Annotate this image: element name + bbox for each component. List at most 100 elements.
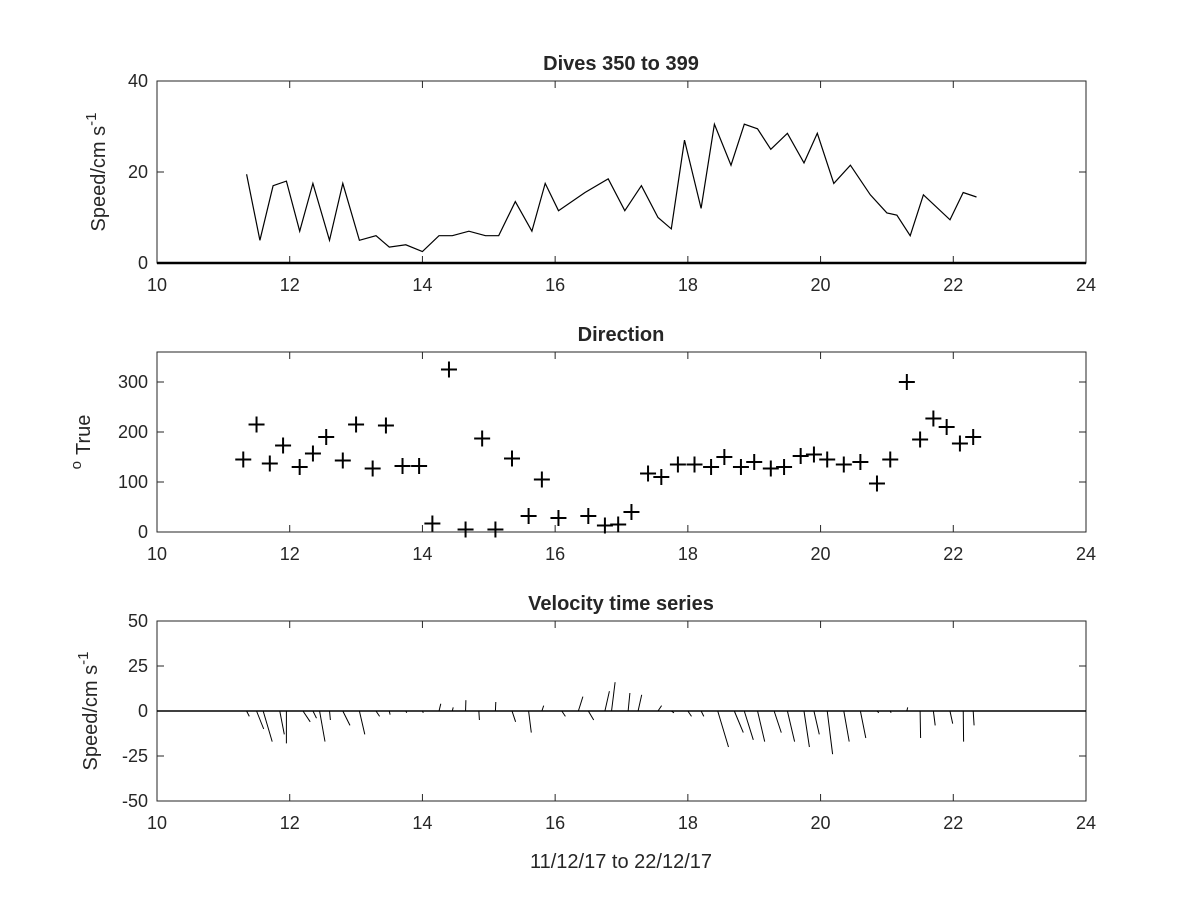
- velocity-y-tick-label-0: -50: [122, 791, 148, 811]
- velocity-x-tick-label-6: 22: [943, 813, 963, 833]
- velocity-vector-1: [256, 710, 265, 730]
- velocity-vector-43: [843, 710, 850, 742]
- direction-y-tick-label-0: 0: [138, 522, 148, 542]
- velocity-vector-32: [687, 710, 692, 717]
- velocity-x-tick-label-5: 20: [811, 813, 831, 833]
- direction-point-12: [411, 458, 428, 474]
- direction-point-11: [394, 458, 411, 474]
- direction-point-0: [235, 451, 252, 468]
- speed-x-tick-label-2: 14: [412, 275, 432, 295]
- velocity-vector-28: [627, 692, 631, 712]
- direction-point-4: [291, 459, 308, 475]
- speed-chart-title: Dives 350 to 399: [543, 53, 699, 75]
- velocity-vector-50: [949, 710, 954, 724]
- velocity-y-tick-label-3: 25: [128, 656, 148, 676]
- direction-point-36: [792, 448, 809, 464]
- velocity-vector-36: [743, 710, 754, 740]
- direction-x-tick-label-2: 14: [412, 544, 432, 564]
- velocity-vector-3: [279, 710, 285, 735]
- velocity-vector-24: [577, 696, 584, 712]
- direction-point-28: [669, 456, 686, 473]
- velocity-x-tick-label-2: 14: [412, 813, 432, 833]
- velocity-panel: Velocity time series Speed/cm s-1 11/12/…: [75, 593, 1096, 873]
- velocity-vector-23: [561, 710, 566, 717]
- direction-point-30: [703, 459, 720, 475]
- direction-point-41: [868, 475, 885, 492]
- speed-axes-box: [156, 80, 1087, 264]
- speed-y-tick-label-0: 0: [138, 253, 148, 273]
- direction-x-tick-label-0: 10: [147, 544, 167, 564]
- direction-x-tick-label-1: 12: [280, 544, 300, 564]
- velocity-vector-0: [246, 710, 250, 717]
- speed-x-tick-label-7: 24: [1076, 275, 1096, 295]
- velocity-vector-44: [859, 710, 867, 739]
- direction-point-17: [487, 521, 504, 538]
- velocity-x-tick-label-1: 12: [280, 813, 300, 833]
- velocity-vector-46: [889, 710, 892, 714]
- direction-point-45: [925, 410, 942, 427]
- velocity-vector-33: [700, 710, 705, 717]
- direction-point-13: [424, 515, 441, 532]
- direction-point-37: [805, 446, 822, 463]
- direction-x-tick-label-6: 22: [943, 544, 963, 564]
- direction-point-47: [951, 435, 968, 452]
- direction-point-16: [474, 430, 491, 447]
- direction-point-3: [275, 437, 292, 454]
- velocity-x-axis-label: 11/12/17 to 22/12/17: [530, 851, 712, 873]
- direction-chart-title: Direction: [578, 324, 665, 346]
- direction-y-tick-label-1: 100: [118, 472, 148, 492]
- speed-x-tick-label-3: 16: [545, 275, 565, 295]
- direction-point-9: [364, 460, 381, 477]
- direction-point-1: [248, 416, 265, 433]
- direction-point-2: [261, 455, 278, 472]
- velocity-vector-52: [972, 710, 975, 726]
- velocity-vector-15: [438, 703, 442, 712]
- velocity-x-tick-label-7: 24: [1076, 813, 1096, 833]
- speed-y-axis-label: Speed/cm s-1: [83, 113, 110, 232]
- direction-point-35: [776, 459, 793, 475]
- velocity-vector-26: [604, 691, 610, 712]
- speed-x-tick-label-4: 18: [678, 275, 698, 295]
- direction-y-axis-label: oTrue: [68, 415, 95, 470]
- velocity-vector-9: [342, 710, 351, 726]
- velocity-vector-21: [528, 710, 532, 733]
- direction-point-48: [965, 429, 982, 445]
- direction-x-tick-label-4: 18: [678, 544, 698, 564]
- velocity-vector-18: [478, 710, 480, 721]
- speed-y-tick-label-1: 20: [128, 162, 148, 182]
- velocity-vector-47: [906, 707, 909, 712]
- velocity-vector-30: [657, 705, 663, 712]
- direction-point-34: [762, 460, 779, 477]
- direction-point-26: [640, 465, 657, 482]
- direction-panel: Direction oTrue 10 12 14 16 18 20 22 24 0 100 200 3…: [68, 324, 1096, 564]
- velocity-vector-2: [262, 710, 273, 742]
- direction-point-31: [716, 449, 733, 465]
- velocity-y-tick-label-4: 50: [128, 611, 148, 631]
- direction-point-38: [819, 451, 836, 468]
- velocity-y-tick-label-1: -25: [122, 746, 148, 766]
- direction-point-29: [686, 456, 703, 473]
- direction-point-21: [550, 510, 567, 526]
- direction-point-19: [520, 508, 537, 524]
- direction-x-tick-label-5: 20: [811, 544, 831, 564]
- velocity-y-axis-label: Speed/cm s-1: [75, 652, 102, 771]
- velocity-vector-37: [757, 710, 766, 742]
- direction-x-tick-label-3: 16: [545, 544, 565, 564]
- velocity-vector-7: [319, 710, 326, 742]
- velocity-vector-39: [786, 710, 796, 742]
- velocity-x-tick-label-4: 18: [678, 813, 698, 833]
- direction-x-tick-label-7: 24: [1076, 544, 1096, 564]
- direction-point-40: [852, 454, 869, 470]
- direction-point-43: [898, 374, 915, 390]
- direction-point-6: [318, 429, 335, 445]
- velocity-vector-41: [813, 710, 820, 735]
- direction-point-42: [882, 451, 899, 468]
- velocity-y-tick-label-2: 0: [138, 701, 148, 721]
- direction-point-44: [912, 431, 929, 448]
- speed-x-tick-label-5: 20: [811, 275, 831, 295]
- speed-panel: Dives 350 to 399 Speed/cm s-1 10 12 14 16 18…: [83, 53, 1096, 295]
- velocity-vector-22: [541, 705, 545, 712]
- velocity-vector-45: [876, 710, 880, 714]
- velocity-vector-8: [329, 710, 331, 721]
- velocity-vector-35: [733, 710, 744, 733]
